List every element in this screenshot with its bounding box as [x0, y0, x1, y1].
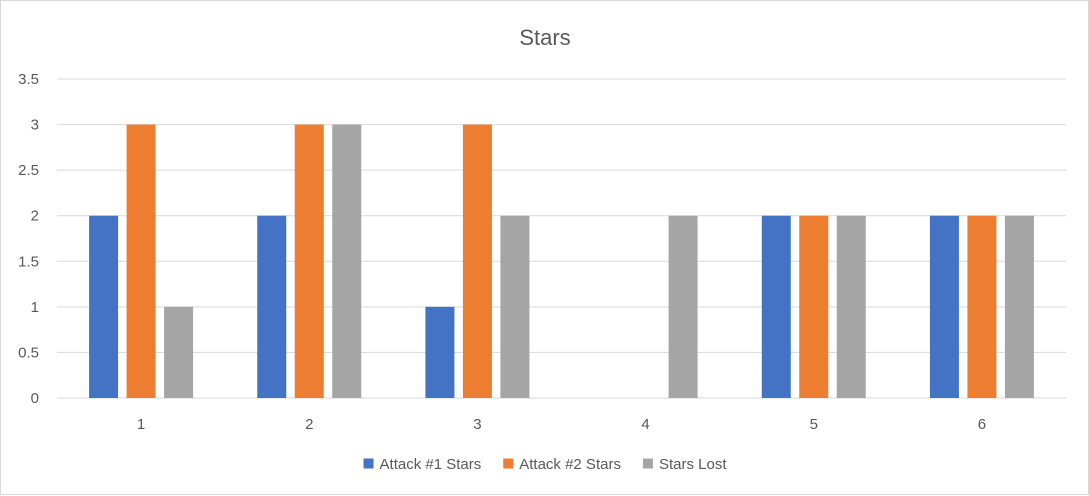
legend: Attack #1 Stars Attack #2 Stars Stars Lost — [363, 456, 727, 473]
bar — [500, 215, 530, 398]
bar — [836, 215, 866, 398]
y-tick-label: 0.5 — [18, 344, 39, 361]
legend-swatch — [503, 458, 514, 469]
bar — [164, 306, 194, 398]
bar — [799, 215, 829, 398]
bars — [89, 124, 1034, 399]
y-tick-label: 2 — [31, 208, 39, 225]
y-tick-label: 3 — [31, 117, 39, 134]
y-tick-label: 2.5 — [18, 162, 39, 179]
x-axis-tick-labels: 1 2 3 4 5 6 — [137, 416, 986, 433]
legend-label: Attack #2 Stars — [519, 456, 621, 473]
x-tick-label: 6 — [978, 416, 986, 433]
bar — [425, 306, 455, 398]
bar — [462, 124, 492, 399]
legend-swatch — [363, 458, 374, 469]
y-tick-label: 1.5 — [18, 253, 39, 270]
bar — [89, 215, 119, 398]
chart-title: Stars — [519, 25, 570, 50]
y-axis-tick-labels: 0 0.5 1 1.5 2 2.5 3 3.5 — [18, 71, 39, 407]
bar — [294, 124, 324, 399]
y-tick-label: 1 — [31, 299, 39, 316]
bar — [929, 215, 959, 398]
bar — [332, 124, 362, 399]
x-tick-label: 4 — [641, 416, 649, 433]
x-tick-label: 2 — [305, 416, 313, 433]
x-tick-label: 1 — [137, 416, 145, 433]
bar — [257, 215, 287, 398]
x-tick-label: 5 — [810, 416, 818, 433]
bar — [761, 215, 791, 398]
y-tick-label: 3.5 — [18, 71, 39, 88]
bar — [1004, 215, 1034, 398]
x-tick-label: 3 — [473, 416, 481, 433]
legend-swatch — [642, 458, 653, 469]
gridlines — [57, 78, 1066, 399]
bar — [668, 215, 698, 398]
bar — [967, 215, 997, 398]
bar — [126, 124, 156, 399]
legend-label: Stars Lost — [659, 456, 727, 473]
y-tick-label: 0 — [31, 390, 39, 407]
legend-label: Attack #1 Stars — [380, 456, 482, 473]
